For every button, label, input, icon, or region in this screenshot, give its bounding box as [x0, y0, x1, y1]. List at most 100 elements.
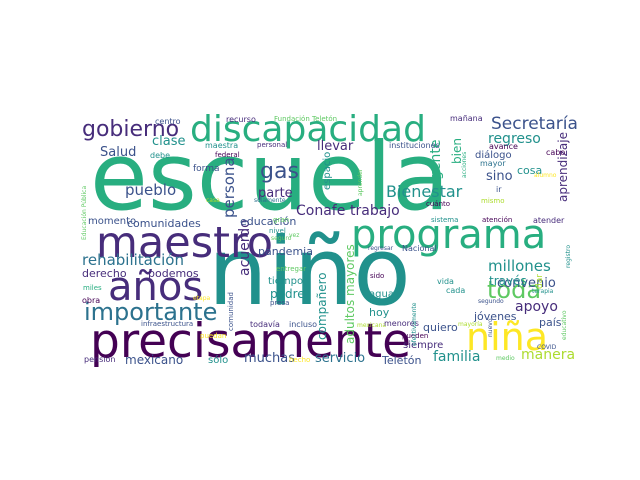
word: niña	[466, 315, 549, 359]
word: obra	[82, 296, 101, 305]
word: regresar	[368, 245, 394, 252]
word: través	[489, 274, 527, 288]
word: cuánto	[426, 200, 451, 208]
word: educación	[240, 215, 297, 228]
word: sido	[370, 272, 385, 280]
word: avance	[489, 142, 518, 151]
word: discapacidad	[190, 109, 426, 150]
word: adultos mayores	[343, 244, 357, 344]
word: mayor	[480, 159, 506, 168]
word: podemos	[148, 267, 199, 280]
word: agua	[369, 289, 394, 300]
word: convenio	[497, 276, 556, 291]
word: gas	[260, 159, 299, 184]
word: segundo	[478, 298, 504, 305]
word: años	[108, 264, 204, 310]
word: manera	[521, 347, 576, 363]
word: mexicano	[125, 353, 184, 367]
word: sino	[486, 169, 513, 184]
word: importante	[84, 298, 218, 326]
word: toda	[487, 276, 542, 304]
word: apoyo	[515, 299, 558, 315]
word: dar	[535, 274, 545, 289]
word: menores	[384, 319, 419, 328]
word: gobierno	[82, 117, 180, 142]
word: muchas	[244, 351, 296, 366]
word: pueden	[402, 332, 429, 340]
word: incluso	[289, 320, 318, 329]
word: pandemia	[258, 245, 313, 258]
word: país	[539, 316, 562, 329]
word: diálogo	[475, 150, 512, 161]
word: registro	[565, 245, 572, 268]
word: nivel	[269, 227, 286, 235]
word: vida	[437, 277, 454, 286]
word: mayoría	[458, 321, 483, 328]
word: aprender	[357, 168, 364, 196]
word: jóvenes	[474, 310, 517, 323]
word: aprendizaje	[556, 132, 570, 202]
word: etapa	[193, 295, 211, 302]
word: alumno	[534, 172, 557, 179]
word: solamente	[254, 197, 286, 204]
word: Salud	[100, 145, 137, 160]
word: mismo	[481, 197, 505, 205]
word: comunidades	[127, 217, 201, 230]
word: Teletón	[382, 354, 422, 367]
word: centro	[155, 117, 181, 126]
word: espacio	[322, 151, 333, 190]
word: Nacional	[402, 244, 437, 253]
word: trabajo	[350, 203, 400, 219]
word: presa	[270, 299, 290, 307]
word: mexicana	[357, 322, 387, 329]
word: siempre	[403, 340, 444, 351]
word: Conafe	[296, 203, 346, 219]
word: medio	[496, 355, 515, 362]
word: recurso	[226, 115, 256, 124]
word: nuevo	[487, 318, 494, 337]
word: quiero	[423, 321, 458, 334]
word: llevar	[317, 139, 354, 154]
word: cosa	[517, 164, 543, 177]
word: efectivamente	[411, 302, 418, 346]
word: Educación Pública	[81, 185, 88, 240]
word: sistema	[431, 216, 459, 224]
word: escuela	[90, 123, 450, 232]
word: millones	[488, 257, 551, 275]
word: padre	[270, 287, 305, 301]
word: educativo	[561, 310, 568, 340]
word: ir	[496, 185, 502, 194]
word: federal	[215, 151, 240, 159]
word: personal	[257, 141, 288, 149]
word: atender	[533, 216, 565, 225]
word: momento	[88, 216, 137, 227]
word: entregar	[276, 265, 307, 273]
word: miles	[83, 284, 102, 292]
word: cabo	[546, 148, 566, 157]
word: debe	[150, 151, 170, 160]
word: niño	[208, 218, 411, 327]
word: precisamente	[90, 314, 412, 369]
word: sólo	[208, 355, 229, 366]
word: maestro	[96, 218, 273, 268]
word: instituciones	[389, 141, 440, 150]
word: todavía	[250, 320, 280, 329]
word: atención	[482, 216, 513, 224]
word: hoy	[369, 306, 390, 319]
word: acciones	[461, 151, 468, 178]
word: pueblo	[125, 181, 177, 199]
word: hecho	[289, 356, 311, 364]
word: pensión	[84, 355, 116, 364]
word: derecho	[82, 267, 127, 280]
word: cada	[446, 286, 466, 295]
word: regreso	[488, 131, 541, 147]
word: Secretaría	[491, 114, 578, 134]
word: parte	[258, 186, 293, 201]
word: persona	[220, 157, 238, 218]
word: familia	[433, 349, 481, 365]
word: comunidad	[227, 292, 235, 331]
word: forma	[193, 164, 220, 174]
word: tiempo	[268, 276, 304, 287]
word: COVID	[537, 344, 557, 351]
